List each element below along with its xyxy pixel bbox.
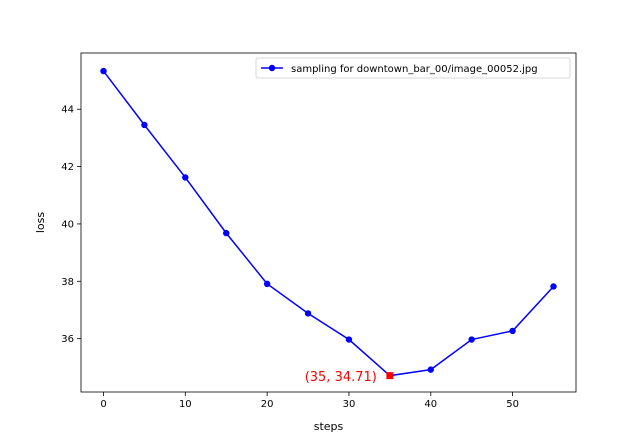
highlight-min-marker xyxy=(386,372,394,380)
data-point xyxy=(223,229,230,237)
y-tick-label: 36 xyxy=(61,334,74,345)
legend: sampling for downtown_bar_00/image_00052… xyxy=(255,57,571,79)
plot-area xyxy=(80,52,577,393)
data-point xyxy=(345,336,353,343)
x-tick-label: 30 xyxy=(343,399,356,410)
x-tick-label: 0 xyxy=(100,399,106,410)
data-point xyxy=(263,280,271,288)
x-tick-label: 20 xyxy=(261,399,274,410)
series-line xyxy=(102,70,555,377)
data-point xyxy=(141,121,148,129)
x-tick-label: 10 xyxy=(179,399,192,410)
data-point xyxy=(468,336,475,343)
min-annotation: (35, 34.71) xyxy=(305,370,377,385)
y-axis-ticks: 36 38 40 42 44 xyxy=(61,105,81,345)
x-tick-label: 40 xyxy=(424,399,437,410)
x-tick-label: 50 xyxy=(506,399,519,410)
y-axis-label: loss xyxy=(34,212,47,234)
data-point xyxy=(427,366,434,373)
y-tick-label: 44 xyxy=(61,105,74,116)
data-point xyxy=(304,310,312,317)
legend-series-marker xyxy=(268,64,276,72)
x-axis-label: steps xyxy=(314,420,344,433)
highlight-layer: (35, 34.71) xyxy=(305,370,394,385)
y-tick-label: 40 xyxy=(61,219,74,230)
data-point xyxy=(182,174,189,181)
legend-box xyxy=(255,57,571,79)
x-axis-ticks: 0 10 20 30 40 50 xyxy=(100,392,519,410)
y-tick-label: 38 xyxy=(61,277,74,288)
data-point xyxy=(509,327,516,335)
legend-series-label: sampling for downtown_bar_00/image_00052… xyxy=(291,64,538,75)
data-point xyxy=(100,67,107,75)
y-tick-label: 42 xyxy=(61,162,74,173)
data-point xyxy=(550,283,557,290)
